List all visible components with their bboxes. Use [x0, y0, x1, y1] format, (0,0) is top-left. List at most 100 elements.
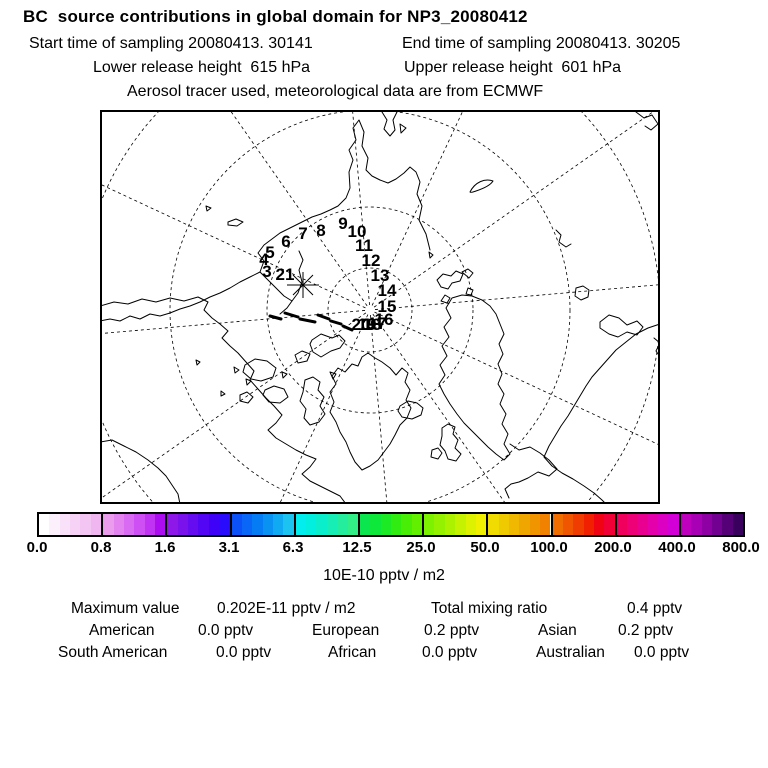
- colorbar-tick-12.5: 12.5: [342, 539, 372, 556]
- colorbar-cell: [90, 514, 102, 535]
- colorbar-cell: [295, 514, 307, 535]
- colorbar-cell: [680, 514, 692, 535]
- colorbar-cell: [701, 514, 712, 535]
- colorbar-segment-4: [295, 514, 360, 535]
- colorbar-tick-0.8: 0.8: [90, 539, 112, 556]
- colorbar-cell: [134, 514, 145, 535]
- region-value-european: 0.2 pptv: [424, 622, 480, 639]
- colorbar-cell: [604, 514, 615, 535]
- colorbar-cell: [306, 514, 317, 535]
- colorbar-segment-3: [231, 514, 296, 535]
- colorbar-cell: [316, 514, 327, 535]
- colorbar-cell: [262, 514, 273, 535]
- colorbar-cell: [70, 514, 81, 535]
- colorbar-cell: [219, 514, 230, 535]
- colorbar-tick-3.1: 3.1: [218, 539, 240, 556]
- colorbar-cell: [113, 514, 124, 535]
- colorbar-cell: [347, 514, 358, 535]
- colorbar-cell: [177, 514, 189, 535]
- track-point-3: 3: [262, 262, 271, 281]
- region-label-asian: Asian: [538, 622, 577, 639]
- track-point-9: 9: [338, 214, 347, 233]
- coastlines: [101, 111, 659, 503]
- release-location-asterisk-icon: [287, 272, 319, 298]
- colorbar-cell: [455, 514, 466, 535]
- colorbar: [37, 512, 745, 537]
- colorbar-cell: [49, 514, 60, 535]
- colorbar-cell: [722, 514, 733, 535]
- tracer-note: Aerosol tracer used, meteorological data…: [127, 83, 544, 100]
- colorbar-cell: [411, 514, 423, 535]
- colorbar-segment-1: [103, 514, 168, 535]
- region-value-american: 0.0 pptv: [198, 622, 254, 639]
- colorbar-tick-800.0: 800.0: [722, 539, 760, 556]
- track-point-20: 20: [352, 315, 371, 334]
- colorbar-cell: [123, 514, 135, 535]
- region-label-european: European: [312, 622, 380, 639]
- colorbar-cell: [208, 514, 220, 535]
- region-value-south-american: 0.0 pptv: [216, 644, 272, 661]
- total-mixing-ratio-label: Total mixing ratio: [431, 600, 548, 617]
- colorbar-cell: [326, 514, 338, 535]
- track-point-21: 21: [276, 265, 295, 284]
- colorbar-segment-5: [359, 514, 425, 535]
- colorbar-cell: [540, 514, 551, 535]
- colorbar-cell: [562, 514, 574, 535]
- colorbar-tick-100.0: 100.0: [530, 539, 568, 556]
- colorbar-tick-0.0: 0.0: [26, 539, 48, 556]
- region-label-african: African: [328, 644, 377, 661]
- colorbar-cell: [509, 514, 520, 535]
- colorbar-segment-7: [488, 514, 553, 535]
- track-point-17: 17: [368, 314, 387, 333]
- colorbar-cell: [144, 514, 155, 535]
- colorbar-cell: [80, 514, 91, 535]
- track-point-16: 16: [375, 310, 394, 329]
- colorbar-cell: [616, 514, 628, 535]
- colorbar-cell: [732, 514, 744, 535]
- colorbar-cell: [231, 514, 242, 535]
- colorbar-cell: [241, 514, 253, 535]
- colorbar-cell: [167, 514, 178, 535]
- colorbar-cell: [391, 514, 402, 535]
- colorbar-cell: [529, 514, 541, 535]
- colorbar-cell: [337, 514, 348, 535]
- colorbar-tick-25.0: 25.0: [406, 539, 436, 556]
- plot-title: BC source contributions in global domain…: [23, 7, 528, 26]
- colorbar-segment-0: [39, 514, 104, 535]
- total-mixing-ratio-value: 0.4 pptv: [627, 600, 683, 617]
- colorbar-cell: [668, 514, 679, 535]
- track-point-10: 10: [348, 222, 367, 241]
- colorbar-cell: [39, 514, 50, 535]
- track-point-4: 4: [259, 250, 269, 269]
- region-value-australian: 0.0 pptv: [634, 644, 690, 661]
- track-point-15: 15: [378, 297, 397, 316]
- maximum-value: 0.202E-11 pptv / m2: [217, 600, 356, 617]
- colorbar-cell: [252, 514, 263, 535]
- colorbar-segment-2: [167, 514, 232, 535]
- track-point-11: 11: [355, 236, 373, 255]
- colorbar-cell: [444, 514, 456, 535]
- colorbar-cell: [188, 514, 199, 535]
- colorbar-cell: [273, 514, 284, 535]
- colorbar-segment-8: [552, 514, 617, 535]
- colorbar-cell: [465, 514, 476, 535]
- colorbar-cell: [593, 514, 605, 535]
- colorbar-cell: [401, 514, 412, 535]
- track-point-12: 12: [362, 251, 381, 270]
- colorbar-cell: [583, 514, 594, 535]
- track-point-5: 5: [265, 243, 274, 262]
- region-value-asian: 0.2 pptv: [618, 622, 674, 639]
- end-time-label: End time of sampling 20080413. 30205: [402, 35, 681, 52]
- track-point-7: 7: [298, 224, 307, 243]
- maximum-value-label: Maximum value: [71, 600, 180, 617]
- colorbar-cell: [691, 514, 702, 535]
- region-label-australian: Australian: [536, 644, 605, 661]
- region-label-american: American: [89, 622, 155, 639]
- track-point-19: 19: [358, 315, 377, 334]
- colorbar-cell: [647, 514, 659, 535]
- upper-release-label: Upper release height 601 hPa: [404, 59, 622, 76]
- colorbar-tick-1.6: 1.6: [154, 539, 176, 556]
